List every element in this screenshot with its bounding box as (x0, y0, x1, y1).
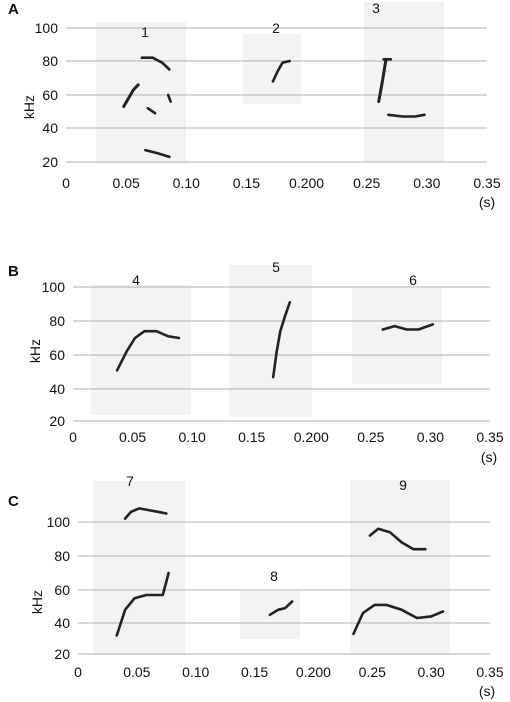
call-trace-8 (268, 600, 294, 617)
y-axis-label: kHz (29, 590, 45, 614)
panel-B: 100 80 60 40 200 0.05 0.10 0.15 0.200 0.25 0.30 0.3… (8, 259, 504, 465)
call-number-3: 3 (372, 0, 380, 16)
y-tick-label: 80 (49, 313, 65, 329)
call-trace-3 (387, 113, 426, 118)
spectrogram-background-2 (243, 34, 301, 104)
y-tick-label: 40 (42, 120, 58, 136)
x-unit-label: (s) (481, 449, 497, 465)
y-axis-label: kHz (27, 339, 43, 363)
x-unit-label: (s) (479, 194, 495, 210)
x-tick-label: 0.25 (353, 175, 380, 191)
y-tick-label: 40 (54, 615, 70, 631)
call-number-9: 9 (399, 477, 407, 493)
spectrogram-background-6 (352, 288, 442, 384)
y-axis-label: kHz (21, 95, 37, 119)
call-number-5: 5 (272, 259, 280, 275)
x-tick-label: 0.10 (179, 429, 206, 445)
call-number-4: 4 (132, 272, 140, 288)
y-tick-label: 40 (49, 381, 65, 397)
call-trace-5 (271, 300, 292, 379)
x-tick-label: 0.30 (417, 429, 444, 445)
y-tick-label: 80 (54, 548, 70, 564)
spectrogram-background-7 (93, 481, 185, 655)
call-number-6: 6 (409, 272, 417, 288)
x-tick-label: 0.05 (123, 664, 150, 680)
x-tick-label: 0.35 (476, 664, 503, 680)
x-tick-label: 0.05 (119, 429, 146, 445)
x-tick-label: 0.10 (182, 664, 209, 680)
x-tick-label: 0.10 (173, 175, 200, 191)
y-tick-label: 100 (35, 20, 59, 36)
y-tick-label: 100 (47, 514, 71, 530)
x-tick-label: 0.200 (294, 429, 329, 445)
x-tick-label: 0.15 (233, 175, 260, 191)
call-trace-7 (115, 571, 170, 637)
y-tick-label: 20 (54, 646, 70, 662)
spectrogram-background-9 (350, 480, 450, 655)
call-number-2: 2 (272, 20, 280, 36)
panel-label: B (8, 263, 19, 280)
call-number-7: 7 (126, 473, 134, 489)
call-trace-2 (271, 59, 292, 83)
y-tick-label: 20 (42, 154, 58, 170)
call-trace-9 (368, 527, 427, 551)
call-trace-1 (146, 106, 157, 115)
panel-label: C (8, 493, 19, 510)
call-trace-3 (377, 57, 388, 104)
x-tick-label: 0 (62, 175, 70, 191)
panel-A: 100 80 60 40 200 0.05 0.10 0.15 0.200 0.25 0.30 0.3… (8, 0, 501, 210)
x-tick-label: 0.35 (476, 429, 503, 445)
y-tick-label: 100 (42, 279, 66, 295)
x-tick-label: 0 (69, 429, 77, 445)
spectrogram-background-4 (91, 285, 191, 415)
call-trace-4 (115, 329, 181, 372)
x-tick-label: 0.35 (473, 175, 500, 191)
y-tick-label: 60 (42, 87, 58, 103)
spectrogram-background-5 (229, 265, 312, 417)
call-trace-1 (144, 148, 171, 159)
spectrogram-background-3 (364, 2, 444, 162)
x-tick-label: 0.15 (241, 664, 268, 680)
x-tick-label: 0.05 (113, 175, 140, 191)
x-tick-label: 0 (74, 664, 82, 680)
x-tick-label: 0.30 (418, 664, 445, 680)
y-tick-label: 80 (42, 53, 58, 69)
y-tick-label: 60 (54, 582, 70, 598)
call-number-8: 8 (270, 568, 278, 584)
y-tick-label: 20 (49, 413, 65, 429)
y-tick-label: 60 (49, 347, 65, 363)
x-tick-label: 0.25 (357, 429, 384, 445)
call-number-1: 1 (141, 24, 149, 40)
x-tick-label: 0.15 (238, 429, 265, 445)
call-trace-1 (166, 93, 172, 103)
call-trace-6 (381, 323, 435, 331)
spectrogram-background-1 (96, 22, 186, 164)
x-tick-label: 0.200 (289, 175, 324, 191)
call-trace-7 (123, 507, 168, 520)
x-tick-label: 0.200 (296, 664, 331, 680)
call-trace-1 (140, 56, 171, 71)
x-unit-label: (s) (479, 683, 495, 699)
panel-label: A (8, 1, 19, 18)
x-tick-label: 0.25 (359, 664, 386, 680)
call-trace-1 (122, 83, 140, 108)
x-tick-label: 0.30 (413, 175, 440, 191)
panel-C: 100 80 60 40 200 0.05 0.10 0.15 0.200 0.25 0.30 0.3… (8, 473, 504, 699)
call-trace-9 (352, 603, 445, 636)
